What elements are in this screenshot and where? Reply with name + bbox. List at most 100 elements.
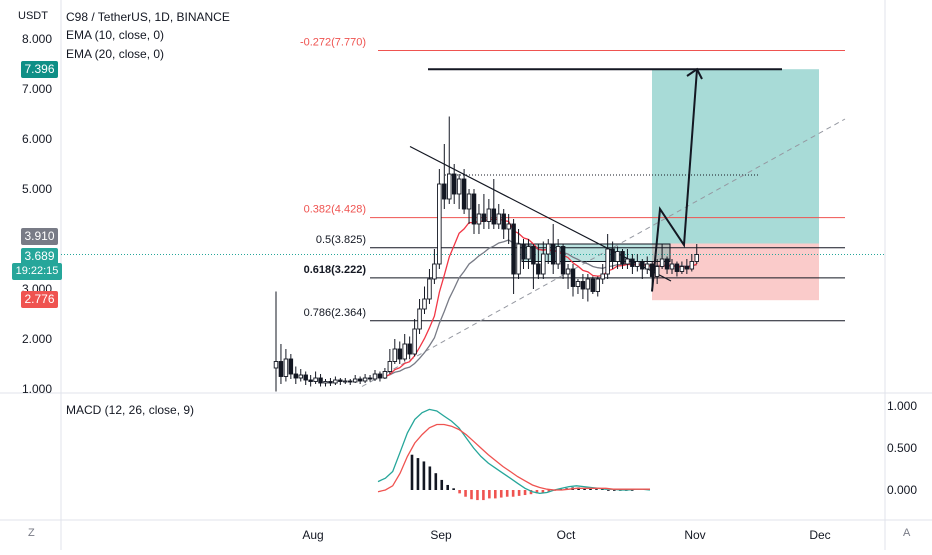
candle-body bbox=[659, 258, 665, 267]
candle bbox=[432, 249, 437, 284]
ema20-legend: EMA (20, close, 0) bbox=[66, 47, 165, 61]
candle-body bbox=[313, 377, 318, 382]
price-tick-label: 1.000 bbox=[22, 382, 52, 396]
candle-body bbox=[278, 361, 284, 377]
candle bbox=[283, 349, 289, 382]
candle bbox=[565, 264, 571, 289]
candle-body bbox=[684, 266, 690, 270]
time-axis-label: Aug bbox=[302, 528, 323, 542]
countdown-tag: 19:22:15 bbox=[12, 263, 62, 280]
macd-legend: MACD (12, 26, close, 9) bbox=[66, 403, 195, 417]
price-tick-label: 5.000 bbox=[22, 182, 52, 196]
macd-histogram-bar bbox=[505, 490, 509, 497]
macd-histogram-bar bbox=[535, 490, 539, 494]
candle bbox=[694, 244, 700, 264]
candle bbox=[328, 378, 333, 386]
candle-body bbox=[293, 373, 299, 379]
candle-body bbox=[481, 213, 487, 222]
macd-tick-label: 1.000 bbox=[887, 399, 917, 413]
macd-histogram-bar bbox=[434, 473, 438, 490]
target-price-tag: 7.396 bbox=[21, 61, 58, 78]
candle bbox=[451, 164, 457, 204]
candle-body bbox=[402, 343, 407, 360]
macd-histogram-bar bbox=[517, 490, 521, 496]
candle bbox=[323, 379, 328, 387]
macd-histogram-bar bbox=[499, 490, 503, 498]
candle bbox=[620, 249, 625, 269]
candle-body bbox=[333, 379, 338, 384]
candle bbox=[437, 169, 442, 269]
candle-body bbox=[283, 358, 289, 377]
candle bbox=[595, 276, 601, 297]
candle bbox=[654, 259, 660, 284]
candle-body bbox=[486, 208, 492, 222]
ema10-line bbox=[384, 218, 698, 378]
candle bbox=[387, 349, 393, 374]
candle bbox=[526, 239, 531, 269]
candle-body bbox=[560, 246, 566, 275]
last-price-tag: 3.689 bbox=[21, 248, 58, 265]
candle-body bbox=[541, 253, 546, 275]
candle-body bbox=[437, 183, 442, 265]
candle bbox=[659, 244, 665, 269]
candle bbox=[496, 204, 502, 229]
candle bbox=[501, 209, 506, 239]
candle bbox=[546, 239, 551, 264]
candle-body bbox=[377, 373, 383, 379]
candle-body bbox=[565, 268, 571, 275]
time-axis-label: Nov bbox=[684, 528, 705, 542]
candle-body bbox=[575, 281, 581, 287]
candle-body bbox=[298, 374, 304, 379]
candle bbox=[402, 334, 407, 362]
time-axis-label: Sep bbox=[430, 528, 452, 542]
candle bbox=[427, 269, 432, 304]
candle-body bbox=[595, 278, 601, 292]
candle bbox=[684, 259, 690, 274]
macd-line bbox=[377, 408, 651, 495]
auto-scale-right[interactable]: A bbox=[903, 527, 911, 539]
candle bbox=[377, 371, 383, 382]
macd-histogram-bar bbox=[416, 458, 420, 490]
candle bbox=[412, 319, 417, 357]
candle bbox=[417, 299, 422, 334]
candle-body bbox=[352, 378, 358, 383]
candle bbox=[273, 291, 279, 392]
candle-body bbox=[357, 378, 363, 382]
candle bbox=[343, 378, 348, 384]
candle bbox=[689, 254, 695, 272]
candle bbox=[506, 214, 511, 244]
candle bbox=[536, 244, 541, 279]
projected-path-arrowhead bbox=[686, 67, 703, 80]
fib-level-label: 0.786(2.364) bbox=[304, 307, 366, 319]
candle bbox=[570, 264, 576, 297]
auto-scale-left[interactable]: Z bbox=[28, 527, 35, 539]
candle-body bbox=[303, 374, 308, 381]
macd-histogram-bar bbox=[452, 488, 455, 490]
candle-body bbox=[372, 373, 378, 380]
macd-histogram-bar bbox=[446, 484, 449, 490]
candle-body bbox=[427, 278, 432, 300]
candle bbox=[511, 219, 516, 294]
candle-body bbox=[605, 248, 610, 275]
candle bbox=[313, 371, 318, 384]
candle-body bbox=[630, 258, 635, 267]
candle-body bbox=[328, 381, 333, 384]
candle-body bbox=[382, 371, 388, 379]
candle bbox=[600, 264, 605, 284]
candle bbox=[590, 276, 596, 294]
fib-level-label: 0.5(3.825) bbox=[316, 234, 366, 246]
currency-label: USDT bbox=[18, 10, 48, 22]
candle-body bbox=[506, 223, 511, 230]
price-tick-label: 8.000 bbox=[22, 32, 52, 46]
candle bbox=[615, 246, 620, 269]
dashed-trendline bbox=[361, 118, 846, 387]
candle bbox=[293, 366, 299, 384]
candle bbox=[471, 189, 477, 234]
candle bbox=[466, 189, 472, 224]
candle bbox=[555, 239, 561, 269]
macd-tick-label: 0.500 bbox=[887, 441, 917, 455]
candle bbox=[605, 234, 610, 279]
candle-body bbox=[580, 281, 586, 290]
candle bbox=[550, 224, 556, 274]
